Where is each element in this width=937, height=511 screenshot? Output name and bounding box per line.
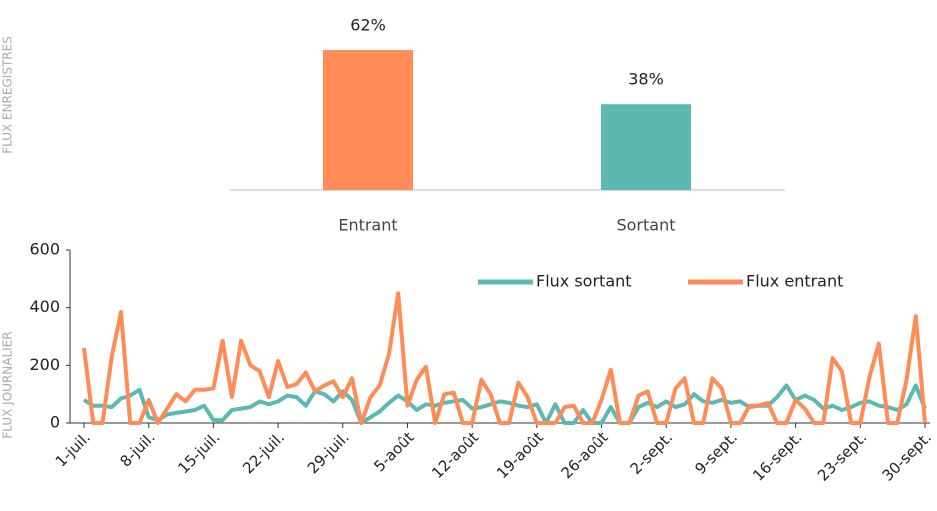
bar — [323, 50, 413, 190]
x-tick-label: 12-août — [428, 428, 482, 482]
x-tick-label: 22-juil. — [239, 428, 288, 477]
y-axis-label: FLUX ENREGISTRES — [1, 36, 15, 154]
x-tick-label: 23-sept. — [814, 428, 870, 484]
x-tick-label: Sortant — [616, 216, 675, 235]
x-tick-label: 1-juil. — [52, 428, 94, 470]
x-tick-label: 19-août — [493, 428, 547, 482]
y-tick-label: 200 — [29, 355, 60, 374]
x-tick-label: 8-juil. — [116, 428, 158, 470]
y-tick-label: 0 — [50, 413, 60, 432]
legend-label: Flux sortant — [536, 272, 632, 291]
bar — [601, 104, 691, 190]
x-tick-label: Entrant — [338, 216, 397, 235]
line — [82, 291, 927, 425]
x-tick-label: 2-sept. — [627, 428, 677, 478]
y-tick-label: 600 — [29, 240, 60, 259]
x-tick-label: 5-août — [370, 428, 417, 475]
data-label: 62% — [350, 16, 386, 35]
x-tick-label: 26-août — [558, 428, 612, 482]
y-axis-label: FLUX JOURNALIER — [1, 331, 15, 438]
x-tick-label: 15-juil. — [174, 428, 223, 477]
x-tick-label: 30-sept. — [879, 428, 935, 484]
x-tick-label: 9-sept. — [691, 428, 741, 478]
y-tick-label: 400 — [29, 297, 60, 316]
x-tick-label: 16-sept. — [749, 428, 805, 484]
x-tick-label: 29-juil. — [304, 428, 353, 477]
line — [82, 383, 927, 425]
legend-label: Flux entrant — [746, 272, 843, 291]
data-label: 38% — [628, 70, 664, 89]
